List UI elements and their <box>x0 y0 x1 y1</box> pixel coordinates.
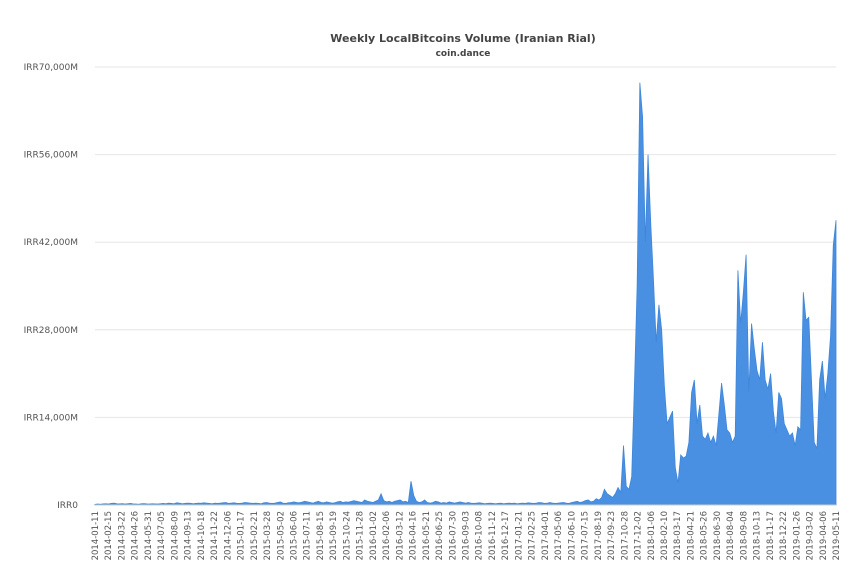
x-tick-label: 2019-05-11 <box>832 511 842 560</box>
x-tick-label: 2017-05-06 <box>554 511 564 560</box>
x-tick-label: 2014-11-22 <box>210 511 220 560</box>
x-tick-label: 2014-05-31 <box>144 511 154 560</box>
x-tick-label: 2019-04-06 <box>819 511 829 560</box>
x-tick-label: 2015-09-19 <box>329 511 339 560</box>
y-tick-label: IRR14,000M <box>24 413 78 423</box>
x-tick-label: 2017-06-10 <box>567 511 577 560</box>
x-tick-label: 2017-01-21 <box>514 511 524 560</box>
x-tick-label: 2016-09-03 <box>462 511 472 560</box>
chart-subtitle: coin.dance <box>436 49 491 59</box>
x-tick-label: 2018-08-04 <box>726 511 736 560</box>
x-tick-label: 2017-10-28 <box>620 511 630 560</box>
x-tick-label: 2015-07-11 <box>303 511 313 560</box>
x-tick-label: 2014-09-13 <box>184 511 194 560</box>
x-tick-label: 2018-02-10 <box>660 511 670 560</box>
x-tick-label: 2014-07-05 <box>157 511 167 560</box>
x-tick-label: 2019-03-02 <box>806 511 816 560</box>
x-tick-label: 2018-01-06 <box>647 511 657 560</box>
x-tick-label: 2017-09-23 <box>607 511 617 560</box>
y-axis-ticks: IRR0 IRR14,000M IRR28,000M IRR42,000M IRR56,… <box>24 63 79 511</box>
x-tick-label: 2016-11-12 <box>488 511 498 560</box>
x-tick-label: 2018-05-26 <box>700 511 710 560</box>
x-tick-label: 2016-04-16 <box>409 511 419 560</box>
x-axis-ticks: 2014-01-11 2014-02-15 2014-03-22 2014-04-26… <box>91 511 842 560</box>
x-tick-label: 2016-06-25 <box>435 511 445 560</box>
x-tick-label: 2017-07-15 <box>581 511 591 560</box>
x-tick-label: 2018-04-21 <box>686 511 696 560</box>
x-tick-label: 2018-12-22 <box>779 511 789 560</box>
x-tick-label: 2016-10-08 <box>475 511 485 560</box>
x-tick-label: 2016-03-12 <box>395 511 405 560</box>
x-tick-label: 2019-01-26 <box>792 511 802 560</box>
x-tick-label: 2017-04-01 <box>541 511 551 560</box>
x-tick-label: 2018-11-17 <box>766 511 776 560</box>
x-tick-label: 2015-05-02 <box>276 511 286 560</box>
x-tick-label: 2015-03-28 <box>263 511 273 560</box>
x-tick-label: 2015-01-17 <box>237 511 247 560</box>
y-tick-label: IRR56,000M <box>24 151 78 161</box>
gridlines <box>95 66 836 418</box>
x-tick-label: 2015-10-24 <box>342 511 352 560</box>
x-tick-label: 2014-02-15 <box>104 511 114 560</box>
x-tick-label: 2015-11-28 <box>356 511 366 560</box>
x-tick-label: 2018-06-30 <box>713 511 723 560</box>
x-tick-label: 2016-07-30 <box>448 511 458 560</box>
x-tick-label: 2017-08-19 <box>594 511 604 560</box>
x-tick-label: 2016-01-02 <box>369 511 379 560</box>
x-tick-label: 2014-03-22 <box>117 511 127 560</box>
x-tick-label: 2015-08-15 <box>316 511 326 560</box>
volume-area <box>94 82 837 506</box>
y-tick-label: IRR0 <box>57 501 78 511</box>
x-tick-label: 2014-10-18 <box>197 511 207 560</box>
x-tick-label: 2016-02-06 <box>382 511 392 560</box>
x-tick-label: 2017-02-25 <box>528 511 538 560</box>
x-tick-label: 2014-01-11 <box>91 511 101 560</box>
x-tick-label: 2018-03-17 <box>673 511 683 560</box>
x-tick-label: 2016-12-17 <box>501 511 511 560</box>
x-tick-label: 2014-04-26 <box>131 511 141 560</box>
x-tick-label: 2018-10-13 <box>753 511 763 560</box>
x-tick-label: 2014-08-09 <box>170 511 180 560</box>
x-tick-label: 2017-12-02 <box>634 511 644 560</box>
y-tick-label: IRR28,000M <box>24 326 78 336</box>
x-tick-label: 2014-12-06 <box>223 511 233 560</box>
y-tick-label: IRR42,000M <box>24 238 78 248</box>
x-tick-label: 2018-09-08 <box>739 511 749 560</box>
x-tick-label: 2015-06-06 <box>289 511 299 560</box>
x-tick-label: 2015-02-21 <box>250 511 260 560</box>
y-tick-label: IRR70,000M <box>24 63 78 73</box>
chart-title: Weekly LocalBitcoins Volume (Iranian Ria… <box>330 32 595 45</box>
x-tick-label: 2016-05-21 <box>422 511 432 560</box>
